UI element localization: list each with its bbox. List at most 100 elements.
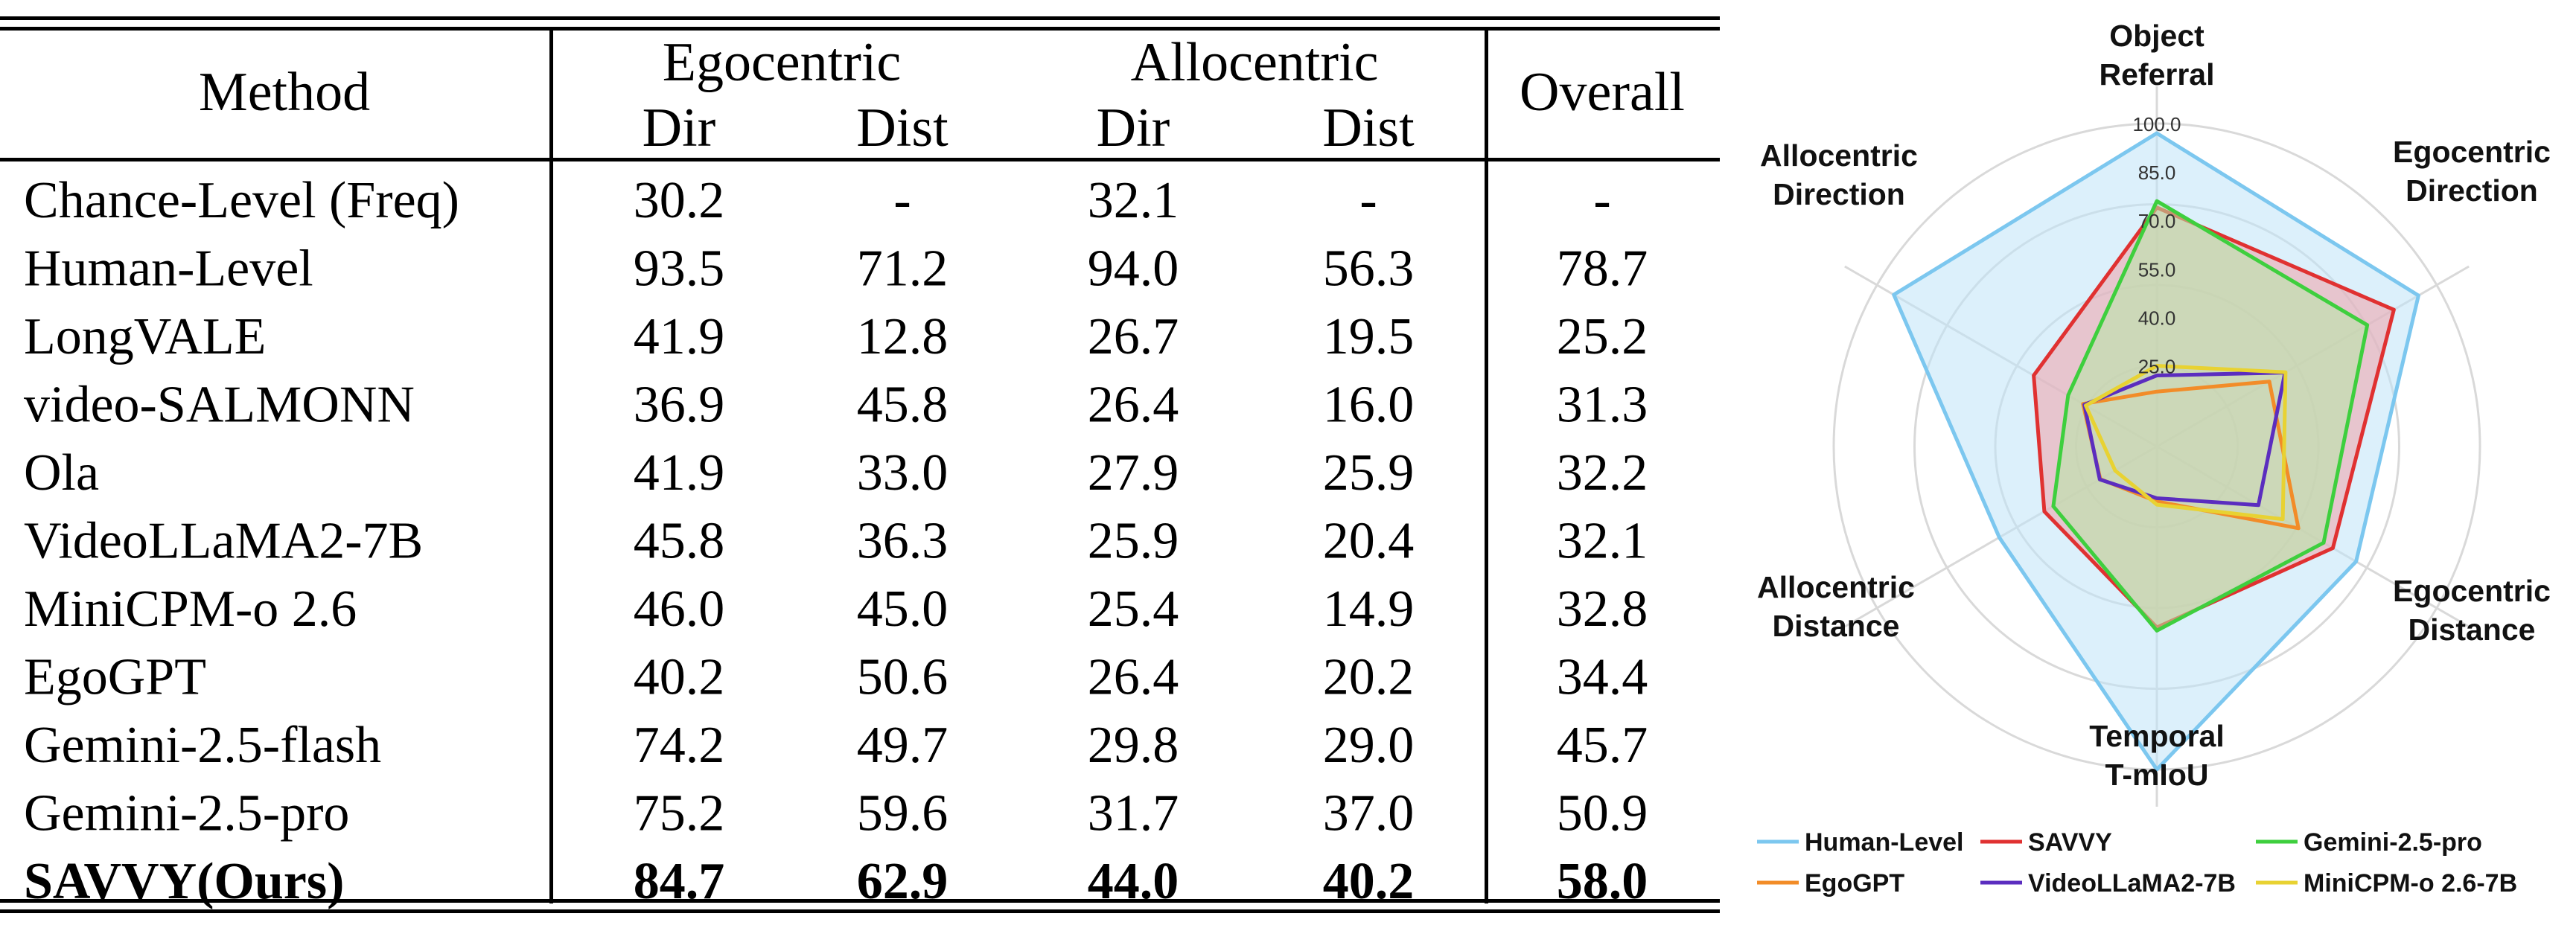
header-sub: Dir bbox=[643, 97, 716, 159]
radar-tick-label: 100.0 bbox=[2132, 113, 2181, 135]
table-row-method: Gemini-2.5-pro bbox=[24, 785, 349, 842]
table-bottom-rule-2 bbox=[0, 909, 1720, 913]
table-row-method: Chance-Level (Freq) bbox=[24, 172, 459, 229]
table-cell: 58.0 bbox=[1557, 853, 1648, 910]
legend-label: Gemini-2.5-pro bbox=[2304, 828, 2482, 857]
header-method: Method bbox=[199, 62, 370, 123]
table-header-rule bbox=[0, 158, 1720, 161]
header-egocentric: Egocentric bbox=[663, 32, 902, 93]
table-cell: 12.8 bbox=[857, 308, 949, 365]
table-cell: 32.1 bbox=[1088, 172, 1179, 229]
table-cell: 45.0 bbox=[857, 580, 949, 638]
header-overall: Overall bbox=[1520, 62, 1685, 123]
radar-series-gemini-2-5-pro bbox=[2051, 199, 2370, 633]
table-cell: 16.0 bbox=[1323, 377, 1415, 434]
radar-axis-label: Object bbox=[2109, 19, 2204, 53]
radar-axis-label: Distance bbox=[2408, 612, 2536, 647]
header-allocentric: Allocentric bbox=[1131, 32, 1379, 93]
table-cell: 50.9 bbox=[1557, 785, 1648, 842]
table-cell: 29.8 bbox=[1088, 717, 1179, 774]
table-row-method: LongVALE bbox=[24, 308, 266, 365]
table-top-rule bbox=[0, 16, 1720, 20]
header-sub: Dist bbox=[1322, 97, 1415, 159]
table-cell: 27.9 bbox=[1088, 444, 1179, 502]
table-vline-overall bbox=[1485, 28, 1488, 903]
results-table: Method Egocentric Allocentric Overall Dir Dis… bbox=[0, 16, 1720, 913]
table-row-method: VideoLLaMA2-7B bbox=[24, 513, 423, 570]
table-cell: 20.2 bbox=[1323, 649, 1415, 706]
table-cell: 34.4 bbox=[1557, 649, 1648, 706]
table-cell: 93.5 bbox=[634, 240, 725, 298]
table-cell: 32.2 bbox=[1557, 444, 1648, 502]
radar-axis-label: Distance bbox=[1773, 609, 1900, 643]
table-cell: 75.2 bbox=[634, 785, 725, 842]
radar-tick-label: 25.0 bbox=[2138, 356, 2176, 378]
table-cell: 59.6 bbox=[857, 785, 949, 842]
table-cell: 41.9 bbox=[634, 308, 725, 365]
table-cell: 25.4 bbox=[1088, 580, 1179, 638]
table-cell: 84.7 bbox=[634, 853, 725, 910]
table-cell: 45.8 bbox=[857, 377, 949, 434]
radar-axis-label: Allocentric bbox=[1757, 570, 1915, 604]
table-cell: 41.9 bbox=[634, 444, 725, 502]
table-cell: 40.2 bbox=[634, 649, 725, 706]
legend-label: SAVVY bbox=[2028, 828, 2112, 857]
table-cell: 46.0 bbox=[634, 580, 725, 638]
table-cell: 19.5 bbox=[1323, 308, 1415, 365]
radar-axis-label: Egocentric bbox=[2393, 135, 2551, 169]
table-cell: - bbox=[893, 172, 911, 229]
radar-axis-label: Direction bbox=[2406, 173, 2538, 208]
table-cell: 49.7 bbox=[857, 717, 949, 774]
table-cell: 50.6 bbox=[857, 649, 949, 706]
table-row-method: EgoGPT bbox=[24, 649, 206, 706]
legend-label: Human-Level bbox=[1805, 828, 1964, 857]
table-cell: 40.2 bbox=[1323, 853, 1415, 910]
table-cell: 32.8 bbox=[1557, 580, 1648, 638]
table-cell: 94.0 bbox=[1088, 240, 1179, 298]
radar-axis-label: Referral bbox=[2100, 57, 2215, 92]
table-cell: 25.9 bbox=[1323, 444, 1415, 502]
header-sub: Dist bbox=[856, 97, 949, 159]
table-vline-method bbox=[549, 28, 553, 903]
radar-axis-label: T-mIoU bbox=[2105, 758, 2209, 792]
table-cell: 78.7 bbox=[1557, 240, 1648, 298]
table-cell: 30.2 bbox=[634, 172, 725, 229]
radar-axis-label: Temporal bbox=[2089, 719, 2225, 753]
legend-label: MiniCPM-o 2.6-7B bbox=[2304, 869, 2517, 898]
table-cell: 71.2 bbox=[857, 240, 949, 298]
table-cell: 45.7 bbox=[1557, 717, 1648, 774]
table-cell: 74.2 bbox=[634, 717, 725, 774]
table-row-method: Ola bbox=[24, 444, 99, 502]
table-cell: 26.4 bbox=[1088, 649, 1179, 706]
table-cell: - bbox=[1359, 172, 1377, 229]
table-cell: 20.4 bbox=[1323, 513, 1415, 570]
table-cell: 25.2 bbox=[1557, 308, 1648, 365]
table-bottom-rule bbox=[0, 899, 1720, 903]
results-table-svg: Method Egocentric Allocentric Overall Dir Dis… bbox=[0, 16, 1720, 913]
table-cell: 32.1 bbox=[1557, 513, 1648, 570]
table-cell: 45.8 bbox=[634, 513, 725, 570]
table-cell: 26.7 bbox=[1088, 308, 1179, 365]
radar-axis-label: Egocentric bbox=[2393, 574, 2551, 608]
table-cell: 26.4 bbox=[1088, 377, 1179, 434]
table-cell: 36.3 bbox=[857, 513, 949, 570]
legend-label: VideoLLaMA2-7B bbox=[2028, 869, 2236, 898]
table-row-method: MiniCPM-o 2.6 bbox=[24, 580, 357, 638]
radar-tick-label: 70.0 bbox=[2138, 210, 2176, 232]
legend-label: EgoGPT bbox=[1805, 869, 1904, 898]
radar-chart-svg: 25.0 40.0 55.0 70.0 85.0 100.0 Object Referral E… bbox=[1757, 19, 2551, 898]
radar-tick-label: 40.0 bbox=[2138, 307, 2176, 329]
table-cell: 31.7 bbox=[1088, 785, 1179, 842]
table-cell: 37.0 bbox=[1323, 785, 1415, 842]
table-row-method: Human-Level bbox=[24, 240, 313, 298]
radar-chart: 25.0 40.0 55.0 70.0 85.0 100.0 Object Referral E… bbox=[1735, 0, 2576, 927]
radar-tick-label: 55.0 bbox=[2138, 258, 2176, 281]
radar-tick-label: 85.0 bbox=[2138, 161, 2176, 184]
table-cell: 56.3 bbox=[1323, 240, 1415, 298]
table-cell: 25.9 bbox=[1088, 513, 1179, 570]
radar-axis-label: Allocentric bbox=[1760, 138, 1918, 173]
radar-axis-label: Direction bbox=[1773, 177, 1905, 211]
radar-series-minicpm-o-2-6-7b bbox=[2084, 364, 2288, 522]
table-row-method: video-SALMONN bbox=[24, 377, 415, 434]
table-cell: 33.0 bbox=[857, 444, 949, 502]
